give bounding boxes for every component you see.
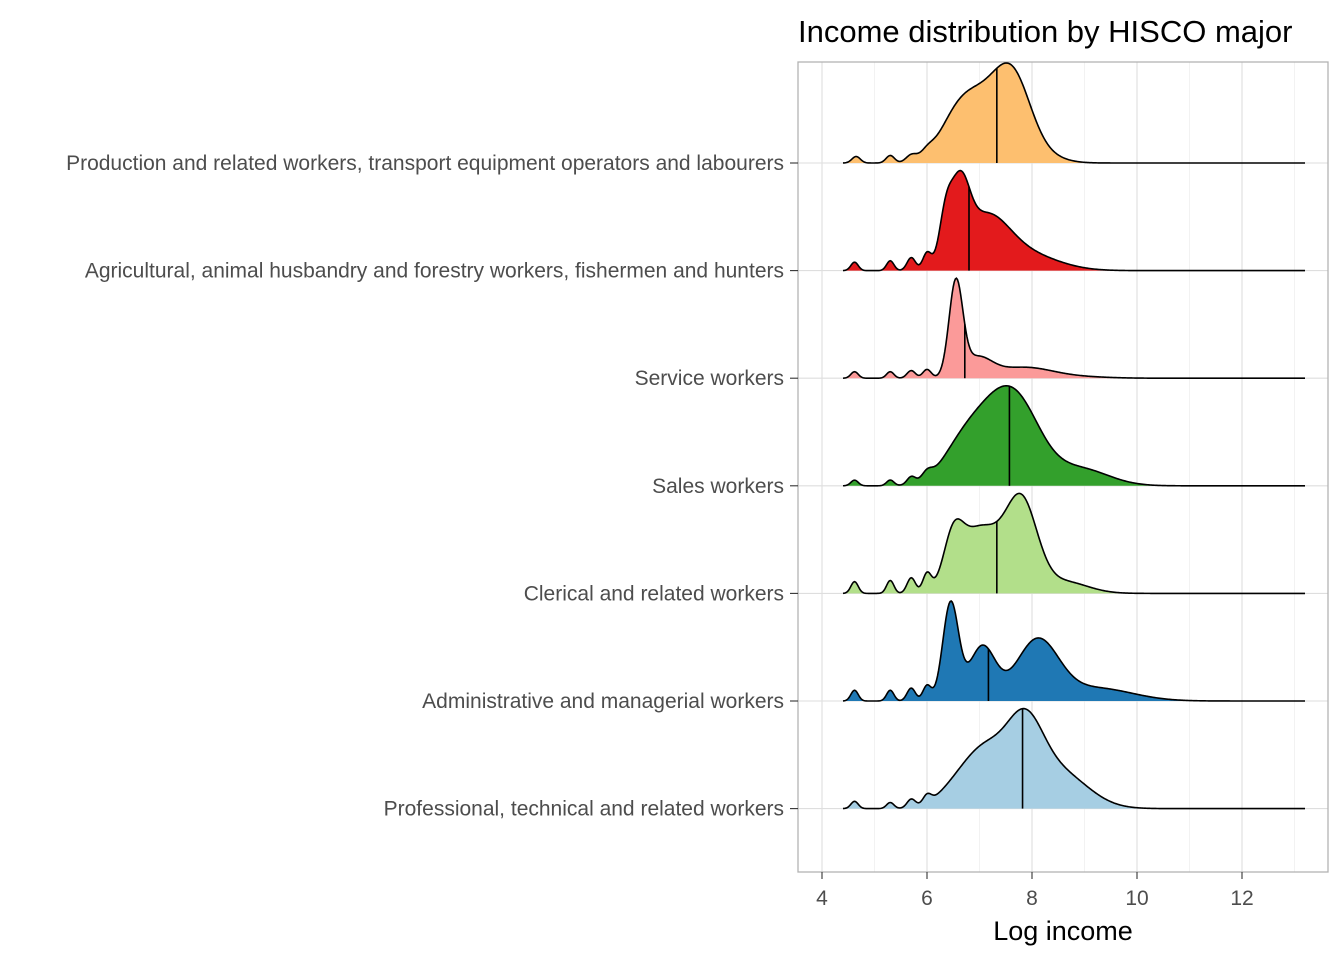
y-tick-label: Professional, technical and related work… bbox=[384, 798, 784, 821]
ridge-outline bbox=[842, 62, 1305, 164]
ridge-area bbox=[843, 385, 1305, 486]
ridge-area bbox=[843, 601, 1305, 701]
x-tick-label: 8 bbox=[1026, 887, 1038, 910]
ridge-group bbox=[842, 385, 1305, 487]
ridge-area bbox=[843, 170, 1305, 271]
y-tick-label: Service workers bbox=[635, 367, 784, 390]
ridge-outline bbox=[842, 492, 1305, 595]
y-tick-label: Production and related workers, transpor… bbox=[66, 152, 784, 175]
y-tick-label: Sales workers bbox=[652, 475, 784, 498]
ridge-group bbox=[842, 169, 1305, 272]
ridge-area bbox=[843, 493, 1305, 594]
y-axis-labels: Production and related workers, transpor… bbox=[66, 152, 798, 821]
ridge-outline bbox=[842, 707, 1305, 810]
x-tick-label: 6 bbox=[921, 887, 933, 910]
ridge-group bbox=[842, 492, 1305, 595]
ridge-group bbox=[842, 62, 1305, 164]
ridge-area bbox=[843, 278, 1305, 379]
ridge-outline bbox=[842, 169, 1305, 272]
ridge-group bbox=[842, 707, 1305, 810]
y-tick-label: Clerical and related workers bbox=[524, 582, 784, 605]
ridge-group bbox=[842, 600, 1305, 702]
ridge-area bbox=[843, 708, 1305, 809]
chart-title: Income distribution by HISCO major bbox=[798, 14, 1292, 49]
y-tick-label: Agricultural, animal husbandry and fores… bbox=[85, 260, 784, 283]
x-tick-label: 10 bbox=[1125, 887, 1148, 910]
x-axis: 4 6 8 10 12 bbox=[816, 872, 1254, 910]
ridge-group bbox=[842, 277, 1305, 379]
ridge-area bbox=[843, 63, 1305, 163]
ridge-outline bbox=[842, 600, 1305, 702]
x-tick-label: 12 bbox=[1230, 887, 1253, 910]
x-tick-label: 4 bbox=[816, 887, 828, 910]
ridge-outline bbox=[842, 277, 1305, 379]
x-axis-label: Log income bbox=[993, 916, 1133, 946]
ridges bbox=[842, 62, 1305, 810]
ridge-outline bbox=[842, 385, 1305, 487]
plot-panel-border bbox=[797, 61, 1329, 873]
y-tick-label: Administrative and managerial workers bbox=[422, 690, 784, 713]
